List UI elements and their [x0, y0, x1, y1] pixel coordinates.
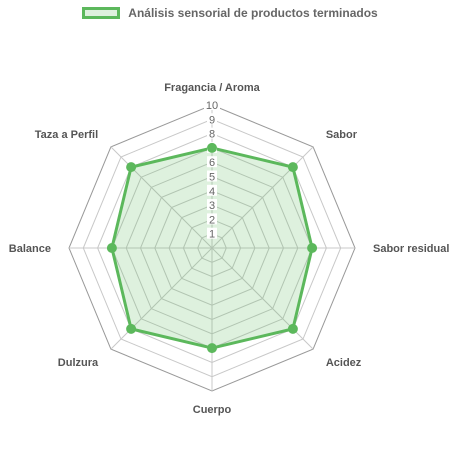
category-label: Sabor residual	[373, 243, 449, 255]
legend-label: Análisis sensorial de productos terminad…	[128, 6, 378, 20]
data-point	[126, 323, 137, 334]
category-label: Dulzura	[58, 357, 99, 369]
tick-label-backdrop	[207, 184, 217, 196]
data-point	[126, 162, 137, 173]
data-point	[106, 243, 117, 253]
data-point	[207, 343, 217, 354]
tick-label: 9	[209, 114, 215, 126]
tick-label: 1	[209, 229, 215, 241]
category-label: Cuerpo	[193, 404, 232, 416]
tick-label-backdrop	[207, 199, 217, 211]
tick-label: 5	[209, 172, 215, 184]
tick-label-backdrop	[207, 227, 217, 239]
tick-label-backdrop	[204, 99, 220, 110]
tick-label: 2	[209, 214, 215, 226]
tick-label-backdrop	[207, 113, 217, 125]
data-point	[287, 323, 298, 334]
category-label: Balance	[9, 243, 51, 255]
tick-label-backdrop	[207, 213, 217, 225]
legend[interactable]: Análisis sensorial de productos terminad…	[0, 6, 460, 20]
data-point	[307, 243, 318, 253]
data-point	[287, 162, 298, 173]
category-label: Fragancia / Aroma	[164, 82, 260, 94]
tick-label: 8	[209, 129, 215, 141]
tick-label-backdrop	[207, 156, 217, 168]
tick-label: 3	[209, 200, 215, 212]
tick-label: 4	[209, 186, 215, 198]
data-point	[207, 142, 217, 153]
tick-label: 10	[206, 100, 218, 112]
tick-label: 6	[209, 157, 215, 169]
category-label: Sabor	[326, 129, 358, 141]
legend-swatch	[82, 7, 121, 19]
tick-label-backdrop	[207, 127, 217, 139]
category-label: Taza a Perfil	[35, 129, 98, 141]
category-label: Acidez	[326, 357, 362, 369]
tick-label-backdrop	[207, 170, 217, 182]
